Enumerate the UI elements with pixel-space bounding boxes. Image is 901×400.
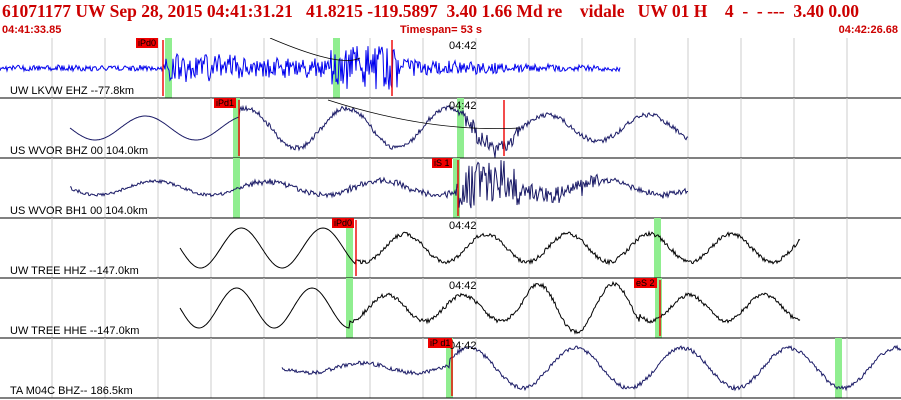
event-header: 61071177 UW Sep 28, 2015 04:41:31.21 41.…: [2, 1, 859, 21]
pick-window: [346, 278, 353, 338]
end-time: 04:42:26.68: [838, 24, 898, 36]
pick-tag[interactable]: iS 1: [432, 158, 452, 168]
timespan: Timespan= 53 s: [400, 24, 483, 36]
waveform-trace: [69, 160, 688, 209]
station-label: UW LKVW EHZ --77.8km: [10, 85, 135, 97]
station-label: US WVOR BH1 00 104.0km: [10, 205, 148, 217]
time-tick-label: 04:42: [449, 100, 477, 112]
pick-window: [654, 218, 661, 278]
time-tick-label: 04:42: [449, 220, 477, 232]
waveform-trace: [281, 344, 901, 392]
waveform-trace: [179, 227, 801, 269]
pick-window: [165, 38, 172, 98]
pick-tag[interactable]: iP d1: [428, 338, 453, 348]
pick-window: [446, 338, 453, 398]
station-label: TA M04C BHZ-- 186.5km: [10, 385, 133, 397]
time-tick-label: 04:42: [449, 280, 477, 292]
pick-window: [835, 338, 842, 398]
pick-window: [655, 278, 662, 338]
station-label: UW TREE HHZ --147.0km: [10, 265, 139, 277]
waveform-trace: [69, 104, 689, 158]
start-time: 04:41:33.85: [2, 24, 62, 36]
pick-window: [457, 98, 464, 158]
pick-tag[interactable]: iPd0: [136, 38, 159, 48]
waveform-trace: [179, 280, 801, 335]
pick-tag[interactable]: eS 2: [634, 278, 657, 288]
pick-window: [233, 98, 240, 158]
pick-window: [333, 38, 340, 98]
pick-tag[interactable]: iPd1: [214, 98, 237, 108]
station-label: US WVOR BHZ 00 104.0km: [10, 145, 149, 157]
travel-time-curve: [269, 38, 521, 130]
waveform-trace: [0, 46, 621, 90]
time-tick-label: 04:42: [449, 340, 477, 352]
pick-tag[interactable]: iPd0: [332, 218, 355, 228]
station-label: UW TREE HHE --147.0km: [10, 325, 140, 337]
time-tick-label: 04:42: [449, 40, 477, 52]
pick-window: [346, 218, 353, 278]
